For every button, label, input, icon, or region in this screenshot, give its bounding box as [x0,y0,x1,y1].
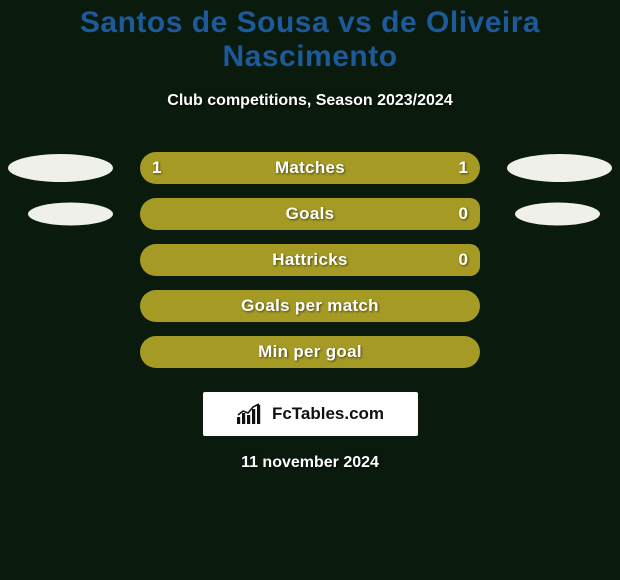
stat-label: Hattricks [140,244,480,276]
player-right-ellipse [515,203,600,226]
stat-label: Min per goal [140,336,480,368]
player-right-ellipse [507,154,612,182]
stat-label: Goals per match [140,290,480,322]
stat-row: Goals0 [0,198,620,230]
stat-value-right: 0 [459,244,468,276]
subtitle: Club competitions, Season 2023/2024 [0,92,620,110]
chart-icon [236,403,264,425]
stat-row: Min per goal [0,336,620,368]
stat-row: Hattricks0 [0,244,620,276]
branding-text: FcTables.com [272,404,384,424]
stat-label: Goals [140,198,480,230]
comparison-card: Santos de Sousa vs de Oliveira Nasciment… [0,0,620,580]
stat-value-right: 0 [459,198,468,230]
stat-row: Goals per match [0,290,620,322]
stat-bar: Matches [140,152,480,184]
branding-badge: FcTables.com [203,392,418,436]
stat-value-right: 1 [459,152,468,184]
stat-rows: Matches11Goals0Hattricks0Goals per match… [0,152,620,368]
stat-row: Matches1 1 [0,152,620,184]
stat-bar: Goals per match [140,290,480,322]
player-left-ellipse [28,203,113,226]
date-text: 11 november 2024 [0,454,620,472]
player-left-ellipse [8,154,113,182]
stat-label: Matches [140,152,480,184]
stat-bar: Min per goal [140,336,480,368]
stat-value-left: 1 [152,152,161,184]
stat-bar: Hattricks [140,244,480,276]
stat-bar: Goals [140,198,480,230]
page-title: Santos de Sousa vs de Oliveira Nasciment… [0,6,620,74]
